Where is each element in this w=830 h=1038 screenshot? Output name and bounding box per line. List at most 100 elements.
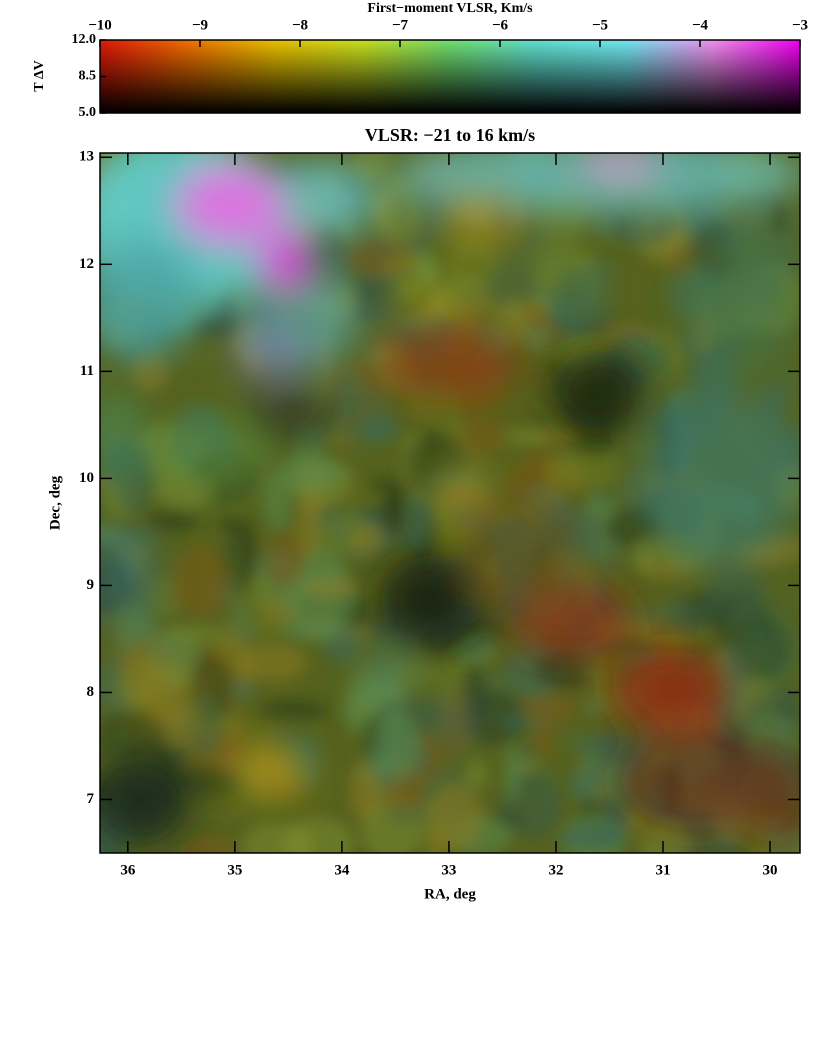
y-tick-label: 5.0 <box>79 105 97 120</box>
texture-blob <box>516 756 540 775</box>
texture-blob <box>349 762 381 820</box>
texture-blob <box>346 237 418 275</box>
texture-blob <box>178 834 236 853</box>
y-tick-label: 12 <box>79 256 94 272</box>
feature <box>150 415 270 495</box>
texture-blob <box>100 708 167 760</box>
texture-blob <box>640 820 691 853</box>
texture-blob <box>520 322 552 353</box>
texture-blob <box>559 824 623 851</box>
colorbar-shade <box>100 40 800 113</box>
x-tick-label: 35 <box>227 862 242 878</box>
features <box>100 153 800 850</box>
feature <box>100 240 200 360</box>
texture-blob <box>179 765 242 799</box>
feature <box>230 320 310 380</box>
feature <box>230 740 310 800</box>
texture-blob <box>241 823 310 853</box>
x-tick-label: 33 <box>441 862 456 878</box>
texture-blob <box>427 784 483 852</box>
x-tick-label: −5 <box>592 17 608 33</box>
x-tick-label: 31 <box>655 862 670 878</box>
texture-blob <box>550 447 619 493</box>
feature <box>100 755 190 845</box>
feature <box>260 160 380 240</box>
x-tick-label: −4 <box>692 17 709 33</box>
texture-blob <box>265 533 306 588</box>
feature <box>100 530 160 630</box>
x-tick-label: −6 <box>492 17 509 33</box>
texture-blob <box>241 643 307 682</box>
texture-blob <box>263 471 292 530</box>
feature <box>360 657 410 693</box>
texture-blob <box>480 248 546 306</box>
texture-blob <box>372 711 422 781</box>
texture-blob <box>652 629 717 650</box>
feature <box>430 465 490 515</box>
y-tick-label: 10 <box>79 470 94 486</box>
texture-blob <box>598 730 635 767</box>
texture-blob <box>503 742 522 801</box>
feature <box>680 220 800 380</box>
texture-blob <box>131 350 169 393</box>
texture-blob <box>302 576 360 597</box>
y-tick-label: 13 <box>79 149 94 165</box>
x-tick-label: 36 <box>120 862 136 878</box>
y-tick-label: 8 <box>87 684 95 700</box>
texture-blob <box>518 693 579 723</box>
feature <box>460 480 580 600</box>
feature <box>250 380 330 440</box>
feature <box>440 190 520 250</box>
y-tick-label: 9 <box>87 577 95 593</box>
x-tick-label: −8 <box>292 17 308 33</box>
texture-blob <box>662 598 690 623</box>
texture-blob <box>554 264 615 327</box>
texture-blob <box>458 416 508 456</box>
feature <box>750 750 800 850</box>
texture-blob <box>404 493 432 555</box>
texture-blob <box>453 632 499 665</box>
texture-blob <box>770 196 788 236</box>
texture-blob <box>259 699 329 722</box>
texture-blob <box>502 710 530 733</box>
image-title: VLSR: −21 to 16 km/s <box>365 125 535 145</box>
texture-blob <box>232 678 254 702</box>
texture-blob <box>275 453 344 492</box>
texture-blob <box>633 538 656 574</box>
y-tick-label: 7 <box>87 791 95 807</box>
colorbar-title: First−moment VLSR, Km/s <box>367 1 533 16</box>
feature <box>175 165 285 245</box>
texture-blob <box>168 546 230 617</box>
feature <box>730 590 790 690</box>
feature <box>380 555 480 645</box>
plot-frame <box>99 152 801 854</box>
feature <box>640 390 800 570</box>
texture-blob <box>382 493 407 538</box>
feature <box>550 350 650 430</box>
y-tick-label: 12.0 <box>72 32 97 47</box>
x-tick-label: −9 <box>192 17 208 33</box>
feature <box>610 650 730 730</box>
feature <box>100 390 145 490</box>
texture-blob <box>218 515 241 533</box>
y-axis-label: Dec, deg <box>47 475 63 530</box>
feature <box>430 700 490 740</box>
colorbar-ylabel: T ΔV <box>32 60 47 91</box>
y-tick-label: 11 <box>80 363 94 379</box>
texture-blob <box>436 274 492 326</box>
feature <box>620 730 780 830</box>
feature <box>510 580 630 660</box>
feature <box>580 153 660 180</box>
y-tick-label: 8.5 <box>79 69 97 84</box>
texture-blob <box>344 267 406 326</box>
x-tick-label: −10 <box>88 17 112 33</box>
x-tick-label: −7 <box>392 17 409 33</box>
texture-blob <box>465 759 489 789</box>
texture-blob <box>360 415 401 443</box>
feature <box>260 232 310 288</box>
x-tick-label: 32 <box>548 862 563 878</box>
x-tick-label: −3 <box>792 17 808 33</box>
feature <box>120 660 200 720</box>
texture-blob <box>222 610 290 637</box>
